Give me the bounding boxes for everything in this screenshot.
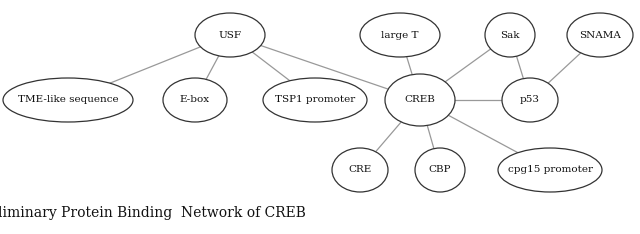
Text: Sak: Sak: [500, 30, 520, 40]
Text: SNAMA: SNAMA: [579, 30, 621, 40]
Text: cpg15 promoter: cpg15 promoter: [508, 165, 593, 175]
Text: liminary Protein Binding  Network of CREB: liminary Protein Binding Network of CREB: [0, 206, 306, 220]
Text: CREB: CREB: [404, 95, 435, 105]
Text: E-box: E-box: [180, 95, 210, 105]
Ellipse shape: [360, 13, 440, 57]
Text: large T: large T: [381, 30, 419, 40]
Text: TSP1 promoter: TSP1 promoter: [275, 95, 355, 105]
Text: TME-like sequence: TME-like sequence: [18, 95, 118, 105]
Ellipse shape: [263, 78, 367, 122]
Text: CBP: CBP: [429, 165, 451, 175]
Ellipse shape: [195, 13, 265, 57]
Ellipse shape: [502, 78, 558, 122]
Text: CRE: CRE: [348, 165, 372, 175]
Ellipse shape: [415, 148, 465, 192]
Ellipse shape: [163, 78, 227, 122]
Text: USF: USF: [218, 30, 241, 40]
Ellipse shape: [332, 148, 388, 192]
Text: p53: p53: [520, 95, 540, 105]
Ellipse shape: [498, 148, 602, 192]
Ellipse shape: [385, 74, 455, 126]
Ellipse shape: [485, 13, 535, 57]
Ellipse shape: [567, 13, 633, 57]
Ellipse shape: [3, 78, 133, 122]
